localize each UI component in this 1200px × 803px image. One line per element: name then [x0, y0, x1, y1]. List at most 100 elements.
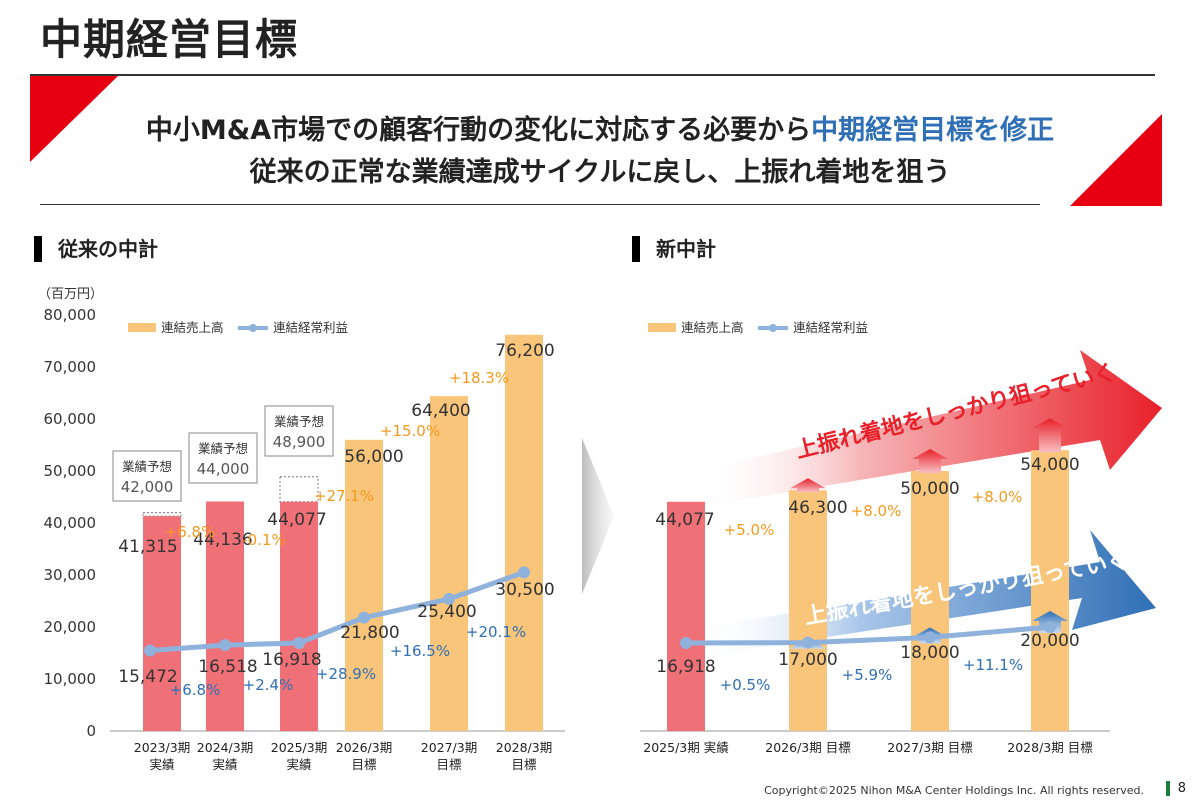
forecast-box-title: 業績予想 [122, 459, 172, 474]
sales-bar [911, 471, 949, 731]
profit-point [144, 644, 156, 657]
x-tick-label: 実績 [286, 757, 311, 772]
page-number: 8 [1165, 781, 1186, 796]
sales-bar [667, 501, 705, 731]
left-section-title: 従来の中計 [34, 236, 158, 262]
left-legend-sales-label: 連結売上高 [161, 320, 224, 335]
sales-value-label: 56,000 [344, 447, 403, 467]
y-tick-label: 70,000 [44, 358, 97, 376]
x-tick-label: 2028/3期 目標 [1007, 740, 1093, 755]
profit-growth-label: +16.5% [390, 642, 450, 660]
forecast-outline [279, 476, 319, 503]
sales-growth-label: +8.0% [851, 502, 902, 520]
profit-value-label: 20,000 [1020, 631, 1079, 651]
profit-point [802, 636, 814, 649]
right-legend-sales-swatch [648, 323, 676, 332]
profit-point [924, 631, 936, 644]
sales-bar [345, 439, 383, 731]
x-tick-label: 2026/3期 [336, 740, 392, 755]
profit-value-label: 30,500 [495, 580, 554, 600]
left-legend-profit-marker [249, 324, 257, 332]
profit-value-label: 16,918 [262, 650, 321, 670]
forecast-box-title: 業績予想 [274, 414, 324, 429]
headline-rule [40, 204, 1040, 205]
profit-point [680, 637, 692, 650]
y-tick-label: 10,000 [44, 670, 97, 688]
forecast-box-value: 44,000 [197, 460, 250, 478]
x-tick-label: 2026/3期 目標 [765, 740, 851, 755]
forecast-box [188, 432, 258, 484]
x-tick-label: 2023/3期 [134, 740, 190, 755]
forecast-box [264, 405, 334, 457]
forecast-box-title: 業績予想 [198, 441, 248, 456]
y-tick-label: 20,000 [44, 618, 97, 636]
sales-growth-label: +5.0% [724, 521, 775, 539]
sales-value-label: 54,000 [1020, 455, 1079, 475]
x-tick-label: 2024/3期 [197, 740, 253, 755]
profit-growth-label: +5.9% [842, 666, 893, 684]
sales-bar [206, 501, 244, 731]
sales-bar [143, 516, 181, 731]
sales-value-label: 46,300 [788, 498, 847, 518]
x-tick-label: 実績 [212, 757, 237, 772]
sales-bar [789, 490, 827, 731]
headline-1-accent: 中期経営目標を修正 [811, 115, 1055, 146]
y-tick-label: 30,000 [44, 566, 97, 584]
profit-line [149, 570, 525, 654]
right-legend-sales-label: 連結売上高 [681, 320, 744, 335]
page-title: 中期経営目標 [40, 15, 299, 64]
profit-value-label: 25,400 [417, 602, 476, 622]
y-tick-label: 50,000 [44, 462, 97, 480]
x-tick-label: 2027/3期 目標 [887, 740, 973, 755]
red-growth-arrow [700, 350, 1162, 505]
profit-growth-label: +28.9% [316, 665, 376, 683]
headline-1: 中小M&A市場での顧客行動の変化に対応する必要から中期経営目標を修正 [0, 108, 1200, 147]
sales-bar [430, 396, 468, 731]
forecast-box-value: 42,000 [121, 478, 174, 496]
x-tick-label: 目標 [436, 757, 462, 772]
headline-1-text: 中小M&A市場での顧客行動の変化に対応する必要から [145, 115, 812, 146]
sales-growth-label: +8.0% [972, 488, 1023, 506]
copyright: Copyright©2025 Nihon M&A Center Holdings… [764, 784, 1144, 797]
sales-value-label: 64,400 [411, 401, 470, 421]
profit-value-label: 18,000 [900, 643, 959, 663]
sales-bar [280, 501, 318, 731]
profit-point [358, 611, 370, 624]
forecast-box-value: 48,900 [273, 433, 326, 451]
x-tick-label: 2025/3期 [271, 740, 327, 755]
profit-point [518, 566, 530, 579]
forecast-outline [142, 512, 182, 517]
sales-growth-label: +27.1% [314, 487, 374, 505]
sales-value-label: 44,077 [267, 510, 326, 530]
right-section-title: 新中計 [632, 236, 716, 262]
sales-value-label: 44,077 [655, 510, 714, 530]
left-legend-sales-swatch [128, 323, 156, 332]
sales-growth-label: +6.8% [165, 523, 216, 541]
profit-value-label: 17,000 [778, 650, 837, 670]
sales-upside-arrow [790, 478, 826, 493]
transition-chevron [582, 438, 614, 594]
left-legend-profit-label: 連結経常利益 [273, 320, 348, 335]
right-legend-profit-marker [769, 324, 777, 332]
profit-growth-label: +0.5% [720, 676, 771, 694]
forecast-box [112, 450, 182, 502]
profit-line [685, 624, 1051, 646]
x-tick-label: 2028/3期 [496, 740, 552, 755]
profit-point [443, 592, 455, 605]
sales-growth-label: +15.0% [380, 422, 440, 440]
sales-upside-arrow [912, 449, 948, 473]
profit-point [293, 637, 305, 650]
y-tick-label: 60,000 [44, 410, 97, 428]
sales-bar [1031, 450, 1069, 731]
profit-value-label: 15,472 [118, 667, 177, 687]
profit-growth-label: +2.4% [243, 676, 294, 694]
x-tick-label: 目標 [511, 757, 537, 772]
sales-value-label: 50,000 [900, 479, 959, 499]
profit-growth-label: +20.1% [466, 623, 526, 641]
x-tick-label: 2025/3期 実績 [643, 740, 728, 755]
headline-2: 従来の正常な業績達成サイクルに戻し、上振れ着地を狙う [249, 157, 951, 188]
sales-value-label: 41,315 [118, 537, 177, 557]
y-tick-label: 40,000 [44, 514, 97, 532]
right-legend-profit-label: 連結経常利益 [793, 320, 868, 335]
